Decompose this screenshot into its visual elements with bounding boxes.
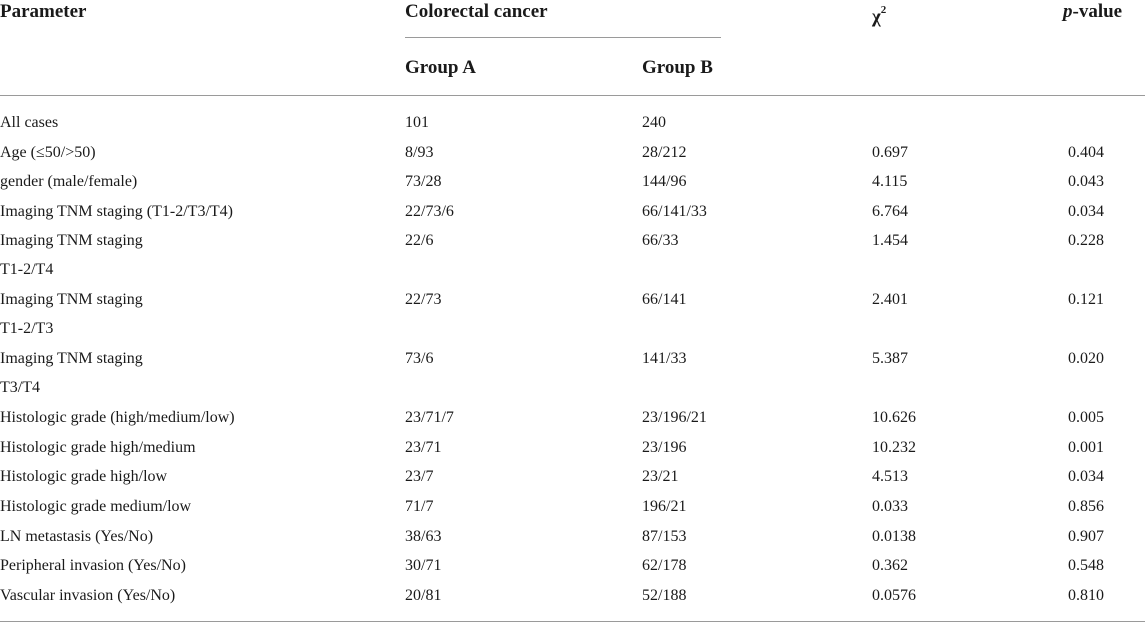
cell-group-a: 20/81: [405, 587, 442, 604]
cell-group-b: 144/96: [642, 173, 687, 190]
cell-chi-square: 10.232: [872, 439, 916, 456]
p-rest: -value: [1072, 1, 1123, 22]
cell-p-value: 0.005: [1068, 409, 1104, 426]
cell-parameter: Imaging TNM staging: [0, 291, 143, 308]
cell-p-value: 0.034: [1068, 468, 1104, 485]
cell-parameter: Histologic grade medium/low: [0, 498, 192, 515]
cell-group-b: 23/196: [642, 439, 687, 456]
cell-p-value: 0.228: [1068, 232, 1104, 249]
cell-group-b: 62/178: [642, 557, 687, 574]
cell-group-a: 22/73: [405, 291, 442, 308]
cell-group-b: 28/212: [642, 144, 687, 161]
cell-p-value: 0.020: [1068, 350, 1104, 367]
header-bottom-rule: [0, 95, 1145, 96]
table-bottom-rule: [0, 621, 1145, 622]
cell-chi-square: 4.513: [872, 468, 908, 485]
cell-p-value: 0.907: [1068, 528, 1104, 545]
cell-group-b: 23/196/21: [642, 409, 707, 426]
cell-chi-square: 0.0576: [872, 587, 916, 604]
cell-parameter: LN metastasis (Yes/No): [0, 528, 154, 545]
cell-p-value: 0.856: [1068, 498, 1104, 515]
cell-group-b: 66/141: [642, 291, 687, 308]
cell-group-b: 196/21: [642, 498, 687, 515]
cell-p-value: 0.548: [1068, 557, 1104, 574]
cell-p-value: 0.001: [1068, 439, 1104, 456]
cell-p-value: 0.034: [1068, 203, 1104, 220]
cell-parameter: Peripheral invasion (Yes/No): [0, 557, 186, 574]
p-italic: p: [1063, 1, 1073, 22]
cell-group-b: 66/33: [642, 232, 679, 249]
cell-p-value: 0.404: [1068, 144, 1104, 161]
cell-group-a: 23/7: [405, 468, 434, 485]
table-header-group-a: Group A: [405, 57, 476, 78]
cell-parameter: Histologic grade (high/medium/low): [0, 409, 235, 426]
cell-chi-square: 5.387: [872, 350, 908, 367]
colorectal-span-rule: [405, 37, 721, 38]
cell-group-a: 71/7: [405, 498, 434, 515]
cell-chi-square: 10.626: [872, 409, 916, 426]
cell-group-b: 66/141/33: [642, 203, 707, 220]
cell-group-a: 23/71: [405, 439, 442, 456]
cell-chi-square: 2.401: [872, 291, 908, 308]
cell-group-b: 141/33: [642, 350, 687, 367]
cell-group-a: 8/93: [405, 144, 434, 161]
cell-parameter: Vascular invasion (Yes/No): [0, 587, 176, 604]
cell-group-a: 23/71/7: [405, 409, 454, 426]
cell-parameter: Histologic grade high/medium: [0, 439, 196, 456]
cell-p-value: 0.043: [1068, 173, 1104, 190]
cell-parameter-continuation: T1-2/T3: [0, 320, 54, 337]
cell-group-a: 30/71: [405, 557, 442, 574]
cell-group-a: 38/63: [405, 528, 442, 545]
chi-superscript: 2: [880, 4, 887, 16]
cell-chi-square: 0.0138: [872, 528, 916, 545]
chi-symbol: χ: [872, 6, 881, 28]
table-header-colorectal-cancer: Colorectal cancer: [405, 1, 548, 22]
cell-chi-square: 4.115: [872, 173, 908, 190]
cell-group-b: 87/153: [642, 528, 687, 545]
cell-parameter-continuation: T1-2/T4: [0, 261, 54, 278]
cell-chi-square: 6.764: [872, 203, 908, 220]
cell-parameter-continuation: T3/T4: [0, 379, 40, 396]
cell-group-b: 52/188: [642, 587, 687, 604]
cell-parameter: gender (male/female): [0, 173, 138, 190]
cell-parameter: Histologic grade high/low: [0, 468, 168, 485]
cell-chi-square: 0.033: [872, 498, 908, 515]
cell-group-b: 240: [642, 114, 666, 131]
cell-group-a: 73/6: [405, 350, 434, 367]
cell-group-a: 73/28: [405, 173, 442, 190]
cell-group-a: 22/73/6: [405, 203, 454, 220]
table-header-p-value: p-value: [1063, 0, 1122, 24]
cell-chi-square: 0.697: [872, 144, 908, 161]
table-header-chi-square: χ2: [872, 0, 886, 29]
cell-group-a: 101: [405, 114, 429, 131]
cell-group-b: 23/21: [642, 468, 679, 485]
cell-parameter: All cases: [0, 114, 59, 131]
table-header-parameter: Parameter: [0, 1, 87, 22]
cell-p-value: 0.810: [1068, 587, 1104, 604]
cell-parameter: Imaging TNM staging (T1-2/T3/T4): [0, 203, 233, 220]
cell-chi-square: 1.454: [872, 232, 908, 249]
cell-parameter: Imaging TNM staging: [0, 350, 143, 367]
cell-group-a: 22/6: [405, 232, 434, 249]
table-header-group-b: Group B: [642, 57, 713, 78]
cell-p-value: 0.121: [1068, 291, 1104, 308]
cell-parameter: Age (≤50/>50): [0, 144, 96, 161]
cell-parameter: Imaging TNM staging: [0, 232, 143, 249]
cell-chi-square: 0.362: [872, 557, 908, 574]
